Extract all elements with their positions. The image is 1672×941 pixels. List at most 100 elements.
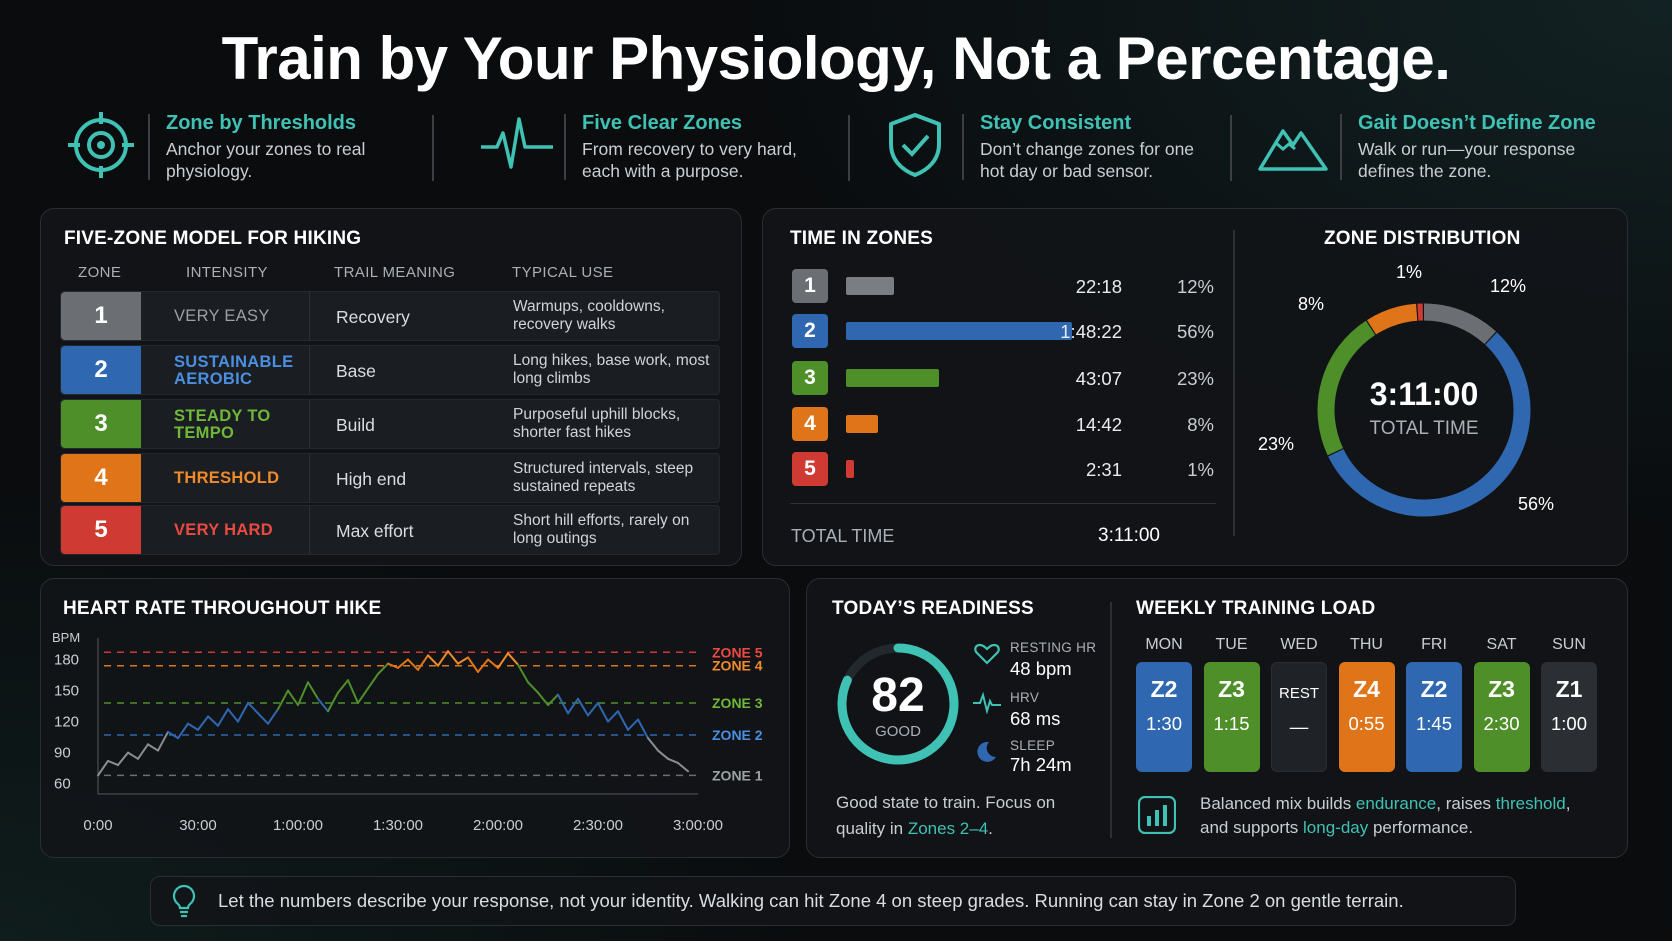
time-in-zones-panel [762,208,1628,566]
zone-distribution-donut [1317,303,1531,517]
mountain-icon [1254,106,1332,184]
hr-line-segment [577,697,589,717]
hr-line-segment [437,650,449,667]
x-tick-label: 2:00:00 [473,817,523,834]
hr-line-segment [237,701,249,723]
hr-line-segment [367,673,379,690]
hr-line-segment [227,708,239,723]
col-header-meaning: TRAIL MEANING [334,264,456,281]
hr-line-segment [117,751,129,767]
day-duration: — [1289,716,1309,737]
hr-line-segment [307,681,319,700]
day-zone: REST [1278,685,1319,702]
day-duration: 1:15 [1213,713,1250,734]
day-card: Z2 1:45 [1406,662,1462,772]
zone-number: 5 [61,506,141,554]
hr-line-segment [327,691,339,713]
donut-slice-zone2 [1328,332,1531,517]
day-zone: Z1 [1555,676,1583,702]
readiness-title: TODAY’S READINESS [832,598,1034,619]
moon-icon [974,740,998,769]
zone-use: Purposeful uphill blocks, shorter fast h… [513,406,681,441]
y-tick-label: 60 [54,776,71,793]
x-tick-label: 1:00:00 [273,817,323,834]
day-duration: 0:55 [1348,713,1385,734]
hr-line-segment [567,697,579,715]
zone-row: 5 VERY HARD Max effort Short hill effort… [60,505,720,555]
shield-check-icon [876,106,954,184]
zone-badge: 1 [792,269,828,303]
time-bar-zone4 [846,415,879,433]
hr-line-segment [467,656,479,673]
donut-center-label: TOTAL TIME [1369,418,1479,439]
hr-line-segment [107,759,119,767]
donut-slice-zone3 [1317,320,1376,456]
hr-line-segment [427,654,439,667]
day-card: Z1 1:00 [1541,662,1597,772]
zone-use: Structured intervals, steep sustained re… [513,460,694,495]
feature-title: Five Clear Zones [582,112,743,134]
day-card: Z3 2:30 [1473,662,1530,772]
feature-title: Gait Doesn’t Define Zone [1358,112,1596,134]
day-name: THU [1350,636,1383,653]
x-tick-label: 0:00 [83,817,112,834]
readiness-gauge [837,643,959,765]
page-title: Train by Your Physiology, Not a Percenta… [221,25,1451,92]
day-zone: Z2 [1420,676,1448,702]
y-tick-label: 180 [54,652,79,669]
total-time-label: TOTAL TIME [791,526,895,546]
feature-desc: From recovery to very hard, each with a … [582,139,797,181]
col-header-use: TYPICAL USE [512,264,614,281]
feature-consistent: Stay Consistent Don’t change zones for o… [876,106,1215,188]
day-name: MON [1145,636,1183,653]
hr-line-segment [487,658,499,669]
day-duration: 1:00 [1550,713,1587,734]
hr-line-segment [187,722,199,731]
hr-line-segment [177,722,189,740]
hr-line-segment [637,718,649,740]
hr-line-segment [417,654,429,671]
feature-title: Stay Consistent [980,112,1132,134]
hr-line-segment [507,652,519,666]
day-name: WED [1280,636,1318,653]
x-tick-label: 3:00:00 [673,817,723,834]
time-bar-zone2 [846,322,1072,340]
hr-line-segment [147,743,159,752]
lightbulb-icon [170,884,198,923]
feature-title: Zone by Thresholds [166,112,357,134]
hr-line-segment [667,757,679,764]
donut-label-z5: 1% [1396,262,1423,282]
heart-rate-title: HEART RATE THROUGHOUT HIKE [63,598,382,619]
hr-line-segment [657,749,669,760]
distribution-title: ZONE DISTRIBUTION [1324,228,1521,249]
heart-rate-panel [40,578,790,858]
zone-pct: 56% [1176,321,1214,342]
feature-zones: Five Clear Zones From recovery to very h… [478,106,817,188]
donut-label-z2: 56% [1518,494,1555,514]
day-name: SAT [1486,636,1517,653]
zone-pct: 1% [1187,459,1214,480]
day-duration: 1:30 [1145,713,1182,734]
zone-time: 22:18 [1075,276,1122,297]
day-card: Z4 0:55 [1338,662,1395,772]
hr-line-segment [627,718,639,731]
zone-use: Short hill efforts, rarely on long outin… [513,512,690,547]
zone-meaning: Base [309,346,376,394]
hr-line-segment [297,681,309,707]
threshold-label: ZONE 2 [712,727,763,743]
readiness-label: GOOD [875,723,921,740]
feature-desc: Anchor your zones to real physiology. [166,139,366,181]
heart-rate-chart: BPM 180 150 120 90 60 0:00 30:00 1:00:00 1:30:00 2… [52,630,763,834]
threshold-label: ZONE 4 [712,658,763,674]
day-card: Z2 1:30 [1136,662,1192,772]
hr-line-segment [137,743,149,760]
hr-line-segment [167,730,179,740]
y-tick-label: 150 [54,683,79,700]
hr-line-segment [387,662,399,669]
zone-pct: 8% [1187,414,1214,435]
hr-line-segment [477,658,489,673]
col-header-intensity: INTENSITY [186,264,268,281]
readiness-score: 82 [871,669,925,722]
zone-time: 1:48:22 [1060,321,1122,342]
weekly-note: Balanced mix builds endurance, raises th… [1200,794,1571,837]
